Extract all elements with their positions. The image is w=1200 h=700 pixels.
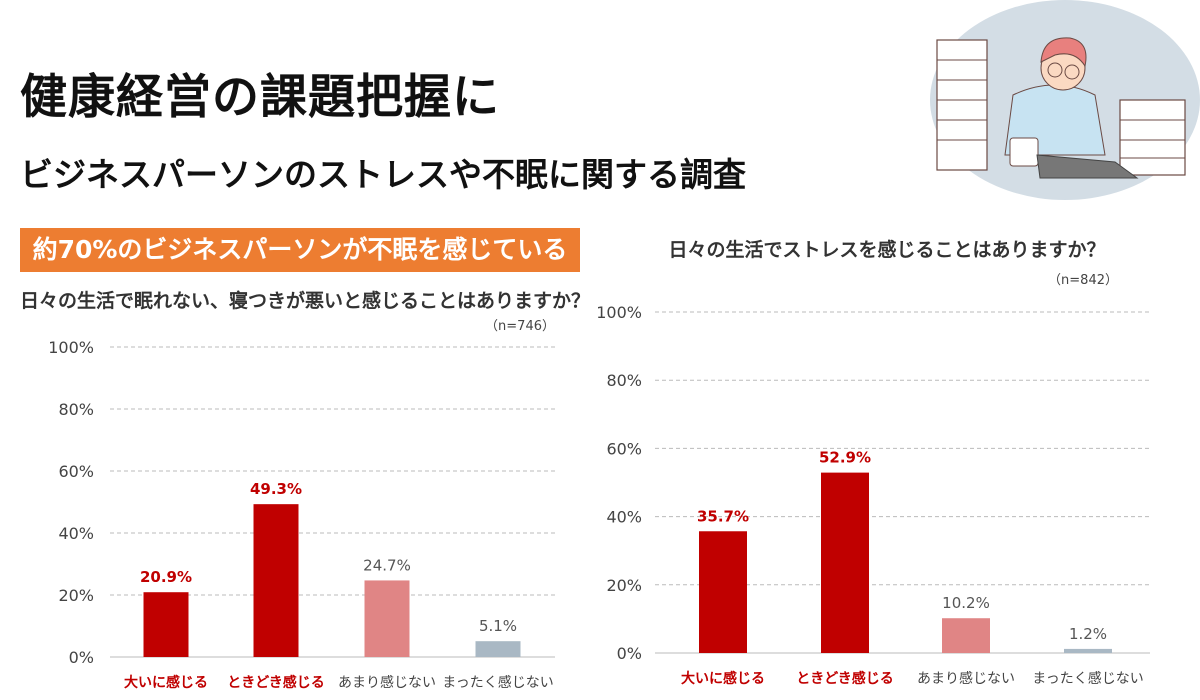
y-tick-label: 40% <box>606 508 642 527</box>
bar-1 <box>699 531 747 653</box>
data-label: 1.2% <box>1069 625 1107 643</box>
category-label: まったく感じない <box>442 674 553 691</box>
page-title: 健康経営の課題把握に <box>20 70 500 125</box>
bar-3 <box>942 618 990 653</box>
data-label: 49.3% <box>250 480 302 498</box>
y-tick-label: 100% <box>48 338 94 357</box>
y-tick-label: 20% <box>58 586 94 605</box>
tired-worker-illustration <box>930 0 1200 200</box>
category-label: 大いに感じる <box>681 670 765 687</box>
data-label: 52.9% <box>819 449 871 467</box>
sample-size-note: （n=746） <box>485 319 555 334</box>
category-label: あまり感じない <box>338 674 436 691</box>
bar-4 <box>1064 648 1112 653</box>
bar-1 <box>143 592 189 657</box>
category-label: ときどき感じる <box>796 670 894 687</box>
y-tick-label: 20% <box>606 576 642 595</box>
bar-3 <box>364 580 410 657</box>
data-label: 20.9% <box>140 568 192 586</box>
headline-banner: 約70%のビジネスパーソンが不眠を感じている <box>20 228 580 272</box>
bar-2 <box>821 472 869 653</box>
chart-title: 日々の生活で眠れない、寝つきが悪いと感じることはありますか？ <box>20 289 590 312</box>
data-label: 10.2% <box>942 594 990 612</box>
sample-size-note: （n=842） <box>1048 273 1118 288</box>
y-tick-label: 60% <box>606 439 642 458</box>
data-label: 24.7% <box>363 556 411 574</box>
chart-title: 日々の生活でストレスを感じることはありますか？ <box>668 238 1105 261</box>
y-tick-label: 0% <box>617 644 642 663</box>
y-tick-label: 80% <box>58 400 94 419</box>
bar-2 <box>253 504 299 657</box>
insomnia-bar-chart: 日々の生活で眠れない、寝つきが悪いと感じることはありますか？ （n=746） 0% 2… <box>20 289 590 691</box>
category-label: あまり感じない <box>917 670 1015 687</box>
category-label: ときどき感じる <box>227 674 325 691</box>
data-label: 35.7% <box>697 507 749 525</box>
data-label: 5.1% <box>479 617 517 635</box>
stress-bar-chart: 日々の生活でストレスを感じることはありますか？ （n=842） 0% 20% 40% 60… <box>596 238 1150 687</box>
y-tick-label: 80% <box>606 371 642 390</box>
y-tick-label: 100% <box>596 303 642 322</box>
bar-4 <box>475 641 521 657</box>
y-tick-label: 40% <box>58 524 94 543</box>
category-label: まったく感じない <box>1032 670 1143 687</box>
page-subtitle: ビジネスパーソンのストレスや不眠に関する調査 <box>20 155 746 194</box>
category-label: 大いに感じる <box>124 674 208 691</box>
y-tick-label: 0% <box>69 648 94 667</box>
y-tick-label: 60% <box>58 462 94 481</box>
